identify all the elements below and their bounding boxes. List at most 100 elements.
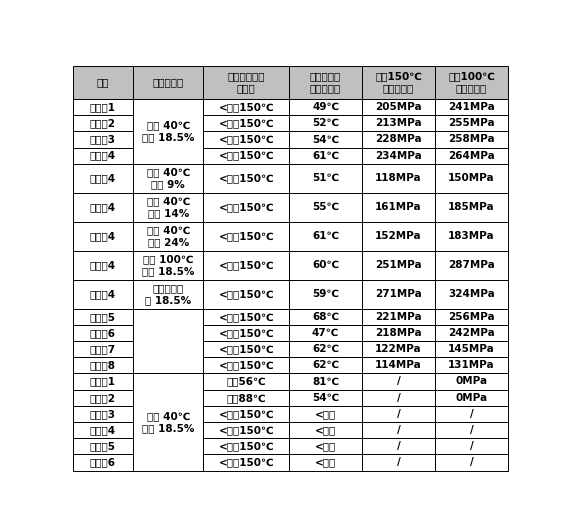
Text: 68℃: 68℃ xyxy=(312,312,339,322)
Bar xyxy=(204,406,289,422)
Bar xyxy=(204,164,289,193)
Bar xyxy=(133,164,204,193)
Bar xyxy=(289,455,362,470)
Text: 183MPa: 183MPa xyxy=(448,231,495,241)
Bar xyxy=(435,455,508,470)
Bar xyxy=(204,455,289,470)
Bar xyxy=(289,66,362,99)
Text: <零下150℃: <零下150℃ xyxy=(218,344,274,354)
Bar xyxy=(73,280,133,309)
Text: 62℃: 62℃ xyxy=(312,361,339,370)
Text: 60℃: 60℃ xyxy=(312,260,339,270)
Bar xyxy=(289,193,362,222)
Bar xyxy=(289,115,362,131)
Bar xyxy=(362,148,435,164)
Bar xyxy=(289,131,362,148)
Bar xyxy=(435,280,508,309)
Bar xyxy=(133,309,204,373)
Bar xyxy=(362,438,435,455)
Text: 液氮温度变
形 18.5%: 液氮温度变 形 18.5% xyxy=(145,284,191,305)
Bar xyxy=(362,422,435,438)
Bar xyxy=(362,164,435,193)
Bar xyxy=(204,99,289,115)
Text: 62℃: 62℃ xyxy=(312,344,339,354)
Bar xyxy=(435,115,508,131)
Text: /: / xyxy=(469,457,473,467)
Bar xyxy=(362,131,435,148)
Text: 编号: 编号 xyxy=(97,78,109,88)
Text: 预变形工艺: 预变形工艺 xyxy=(153,78,184,88)
Text: 对比例3: 对比例3 xyxy=(90,409,116,419)
Bar xyxy=(435,309,508,325)
Text: <零下150℃: <零下150℃ xyxy=(218,312,274,322)
Text: 61℃: 61℃ xyxy=(312,151,339,161)
Text: /: / xyxy=(397,376,400,387)
Text: 118MPa: 118MPa xyxy=(375,173,422,183)
Bar xyxy=(73,341,133,357)
Text: <室温: <室温 xyxy=(315,409,336,419)
Bar xyxy=(362,193,435,222)
Text: 221MPa: 221MPa xyxy=(375,312,422,322)
Text: 0MPa: 0MPa xyxy=(455,376,488,387)
Bar xyxy=(133,66,204,99)
Bar xyxy=(289,341,362,357)
Bar xyxy=(435,373,508,390)
Bar xyxy=(435,390,508,406)
Text: 实施例4: 实施例4 xyxy=(90,289,116,299)
Bar xyxy=(73,115,133,131)
Text: 实施例1: 实施例1 xyxy=(90,102,116,112)
Bar xyxy=(204,115,289,131)
Bar xyxy=(362,309,435,325)
Text: 242MPa: 242MPa xyxy=(448,328,495,338)
Text: 零下88℃: 零下88℃ xyxy=(226,393,266,402)
Bar xyxy=(204,357,289,373)
Text: /: / xyxy=(469,425,473,435)
Bar xyxy=(204,222,289,251)
Bar xyxy=(362,99,435,115)
Text: 0MPa: 0MPa xyxy=(455,393,488,402)
Text: <零下150℃: <零下150℃ xyxy=(218,173,274,183)
Bar xyxy=(204,148,289,164)
Bar xyxy=(204,193,289,222)
Text: 对比例1: 对比例1 xyxy=(90,376,116,387)
Text: /: / xyxy=(397,441,400,451)
Text: 实施例4: 实施例4 xyxy=(90,231,116,241)
Bar xyxy=(435,148,508,164)
Text: /: / xyxy=(469,409,473,419)
Text: 零下56℃: 零下56℃ xyxy=(226,376,266,387)
Bar xyxy=(289,280,362,309)
Text: 256MPa: 256MPa xyxy=(448,312,495,322)
Bar xyxy=(289,251,362,280)
Text: 零下 40℃
变形 24%: 零下 40℃ 变形 24% xyxy=(146,225,190,247)
Text: 零下 40℃
变形 18.5%: 零下 40℃ 变形 18.5% xyxy=(142,121,194,142)
Bar xyxy=(73,131,133,148)
Text: 47℃: 47℃ xyxy=(312,328,339,338)
Text: 122MPa: 122MPa xyxy=(375,344,422,354)
Text: 152MPa: 152MPa xyxy=(375,231,422,241)
Text: 287MPa: 287MPa xyxy=(448,260,495,270)
Bar xyxy=(73,148,133,164)
Bar xyxy=(289,373,362,390)
Text: <零下150℃: <零下150℃ xyxy=(218,102,274,112)
Bar xyxy=(435,438,508,455)
Text: 150MPa: 150MPa xyxy=(448,173,495,183)
Text: <零下150℃: <零下150℃ xyxy=(218,457,274,467)
Text: <零下150℃: <零下150℃ xyxy=(218,328,274,338)
Bar xyxy=(362,455,435,470)
Bar xyxy=(435,99,508,115)
Text: /: / xyxy=(397,425,400,435)
Text: 对比例4: 对比例4 xyxy=(90,425,116,435)
Text: 161MPa: 161MPa xyxy=(375,202,422,212)
Bar xyxy=(289,406,362,422)
Bar xyxy=(362,325,435,341)
Bar xyxy=(362,66,435,99)
Text: 零下 40℃
变形 9%: 零下 40℃ 变形 9% xyxy=(146,167,190,189)
Bar xyxy=(73,99,133,115)
Text: /: / xyxy=(469,441,473,451)
Text: 实施例2: 实施例2 xyxy=(90,118,116,129)
Text: 对比例2: 对比例2 xyxy=(90,393,116,402)
Text: 205MPa: 205MPa xyxy=(375,102,422,112)
Bar xyxy=(289,438,362,455)
Text: 251MPa: 251MPa xyxy=(375,260,422,270)
Bar xyxy=(133,280,204,309)
